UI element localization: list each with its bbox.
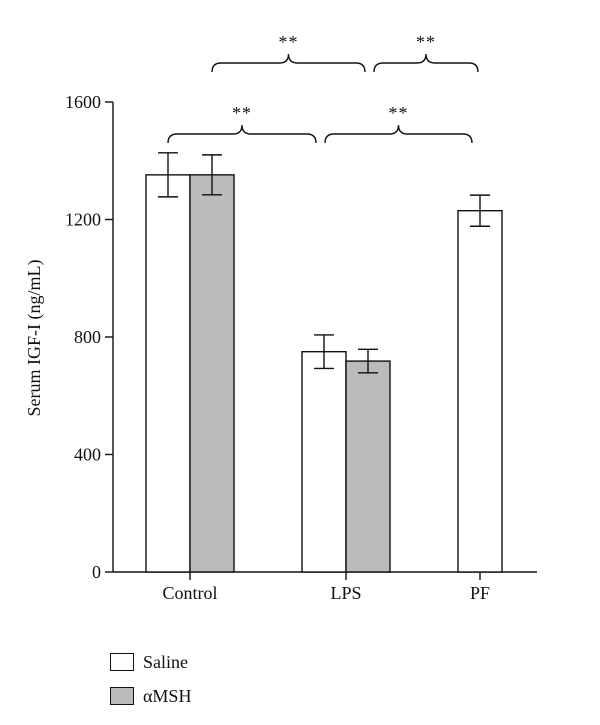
x-tick-label: Control — [162, 583, 217, 603]
x-tick-label: PF — [470, 583, 490, 603]
significance-stars: ** — [232, 103, 252, 123]
legend-label-saline: Saline — [143, 652, 188, 672]
bar-lps-1 — [345, 360, 391, 573]
significance-stars: ** — [389, 103, 409, 123]
y-tick-label: 400 — [74, 445, 101, 465]
legend-item-amsh: αMSH — [110, 679, 191, 713]
legend-label-amsh: αMSH — [143, 686, 192, 706]
x-tick-label: LPS — [330, 583, 361, 603]
chart-figure: 0 400 800 1200 1600 Control LPS PF ** ** ** ** Ser… — [24, 32, 537, 603]
chart-bars — [145, 174, 503, 573]
significance-brackets: ** ** ** ** — [167, 32, 479, 144]
bar-control-1 — [189, 174, 235, 573]
y-axis-label: Serum IGF-I (ng/mL) — [24, 260, 45, 417]
chart-legend: Saline αMSH — [110, 645, 191, 713]
significance-bracket — [167, 124, 317, 144]
y-tick-label: 800 — [74, 327, 101, 347]
bar-lps-0 — [301, 350, 347, 573]
significance-stars: ** — [416, 32, 436, 52]
significance-bracket — [324, 124, 473, 144]
legend-swatch-amsh — [110, 687, 134, 705]
chart-error-bars — [158, 152, 490, 374]
bar-control-0 — [145, 174, 191, 573]
y-tick-label: 1200 — [65, 210, 101, 230]
legend-item-saline: Saline — [110, 645, 191, 679]
significance-stars: ** — [279, 32, 299, 52]
y-tick-label: 1600 — [65, 92, 101, 112]
legend-swatch-saline — [110, 653, 134, 671]
y-tick-label: 0 — [92, 562, 101, 582]
significance-bracket — [211, 53, 366, 73]
significance-bracket — [373, 53, 479, 73]
bar-pf-0 — [457, 209, 503, 573]
chart-axes: 0 400 800 1200 1600 Control LPS PF — [65, 92, 537, 603]
